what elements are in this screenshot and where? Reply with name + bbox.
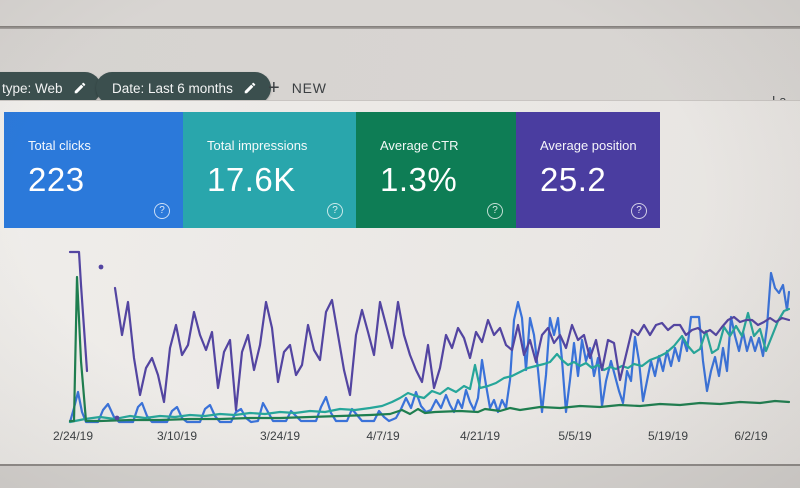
filter-chip-date-range[interactable]: Date: Last 6 months <box>96 72 271 104</box>
help-icon[interactable]: ? <box>327 203 343 219</box>
series-line-total-impressions <box>68 307 790 424</box>
x-axis-tick-label: 3/10/19 <box>156 429 198 443</box>
card-label: Total clicks <box>28 138 91 153</box>
x-axis-tick-label: 4/7/19 <box>366 429 400 443</box>
card-total-impressions[interactable]: Total impressions 17.6K ? <box>183 112 356 228</box>
metric-cards: Total clicks 223 ? Total impressions 17.… <box>4 112 660 228</box>
x-axis-tick-label: 2/24/19 <box>52 429 94 443</box>
card-value: 25.2 <box>540 161 607 198</box>
series-line-total-clicks <box>68 271 790 424</box>
filter-chip-search-type[interactable]: type: Web <box>0 72 101 104</box>
series-line-average-position <box>68 250 89 373</box>
card-label: Total impressions <box>207 138 308 153</box>
x-axis-labels: 2/24/19 3/10/19 3/24/19 4/7/19 4/21/19 5/5/19… <box>30 429 790 447</box>
series-line-average-position <box>113 286 790 412</box>
line-chart-svg <box>68 250 790 424</box>
card-label: Average position <box>540 138 637 153</box>
panel-bottom-divider <box>0 464 800 466</box>
series-line-average-ctr <box>68 275 790 423</box>
series-dot-average-position <box>114 415 120 421</box>
card-total-clicks[interactable]: Total clicks 223 ? <box>4 112 183 228</box>
x-axis-tick-label: 5/19/19 <box>647 429 689 443</box>
card-label: Average CTR <box>380 138 459 153</box>
edit-pencil-icon[interactable] <box>73 81 87 95</box>
filter-chip-label: type: Web <box>2 80 63 96</box>
screen-bottom-strip <box>0 466 800 488</box>
help-icon[interactable]: ? <box>631 203 647 219</box>
card-value: 1.3% <box>380 161 458 198</box>
performance-chart <box>30 240 790 430</box>
edit-pencil-icon[interactable] <box>243 81 257 95</box>
filter-bar: type: Web Date: Last 6 months + NEW La <box>0 29 800 108</box>
filter-chip-label: Date: Last 6 months <box>112 80 233 96</box>
screen-top-strip <box>0 0 800 26</box>
series-dot-average-position <box>98 264 104 270</box>
x-axis-tick-label: 5/5/19 <box>558 429 592 443</box>
plus-icon: + <box>268 77 280 99</box>
x-axis-tick-label: 3/24/19 <box>259 429 301 443</box>
help-icon[interactable]: ? <box>487 203 503 219</box>
card-average-position[interactable]: Average position 25.2 ? <box>516 112 660 228</box>
x-axis-tick-label: 6/2/19 <box>734 429 768 443</box>
card-value: 223 <box>28 161 85 198</box>
top-divider-line <box>0 26 800 29</box>
card-value: 17.6K <box>207 161 296 198</box>
new-filter-button[interactable]: + NEW <box>268 77 327 99</box>
card-average-ctr[interactable]: Average CTR 1.3% ? <box>356 112 516 228</box>
help-icon[interactable]: ? <box>154 203 170 219</box>
x-axis-tick-label: 4/21/19 <box>459 429 501 443</box>
